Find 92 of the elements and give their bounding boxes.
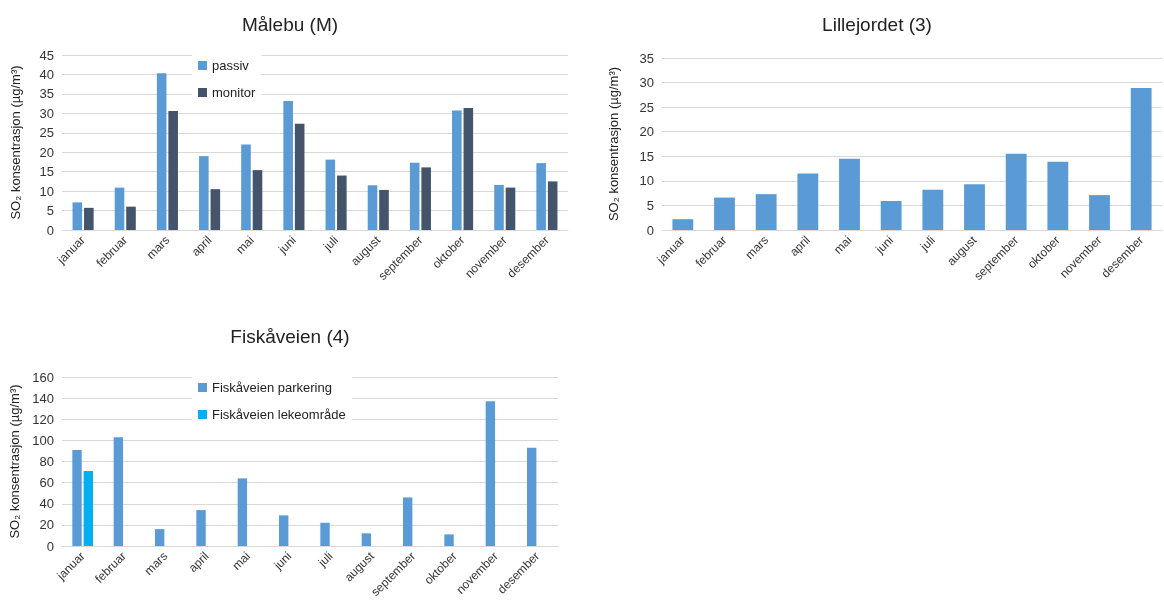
y-tick-label: 35 <box>39 86 54 102</box>
x-tick-label: juli <box>916 233 938 255</box>
bar <box>84 207 94 230</box>
y-tick-label: 30 <box>639 75 654 91</box>
y-tick-label: 35 <box>639 50 654 66</box>
legend-label: Fiskåveien lekeområde <box>212 407 346 422</box>
y-tick-label: 120 <box>32 411 54 427</box>
bar <box>1130 87 1152 230</box>
bar <box>325 159 336 230</box>
bar <box>72 449 82 546</box>
bar <box>237 478 248 546</box>
y-tick-label: 100 <box>32 432 54 448</box>
bar <box>403 497 413 546</box>
y-axis-title: SO₂ konsentrasjon (µg/m³) <box>8 65 23 220</box>
bar <box>421 167 431 230</box>
y-tick-label: 0 <box>46 222 54 238</box>
bar <box>155 529 165 546</box>
bar <box>379 189 389 230</box>
y-tick-label: 10 <box>39 183 54 199</box>
bar <box>444 534 454 546</box>
y-tick-label: 20 <box>639 124 654 140</box>
y-tick-label: 0 <box>646 222 654 238</box>
bar <box>126 206 136 230</box>
x-tick-label: mai <box>233 233 257 257</box>
chart-title: Fiskåveien (4) <box>230 326 350 347</box>
bar <box>922 189 944 230</box>
bar <box>409 162 420 230</box>
bar <box>1089 195 1110 230</box>
y-tick-label: 80 <box>39 454 54 469</box>
bar <box>527 447 537 546</box>
y-axis-title: SO₂ konsentrasjon (µg/m³) <box>7 384 23 539</box>
y-tick-label: 20 <box>39 144 54 160</box>
bar <box>199 156 209 230</box>
legend-label: Fiskåveien parkering <box>212 380 332 395</box>
bar <box>880 201 902 230</box>
legend-label: monitor <box>212 85 257 100</box>
y-tick-label: 15 <box>639 148 654 164</box>
bar <box>320 522 330 546</box>
y-tick-label: 60 <box>39 475 54 491</box>
bar <box>367 185 378 230</box>
legend-label: passiv <box>212 58 250 73</box>
bar <box>1005 153 1027 230</box>
y-tick-label: 0 <box>46 538 54 554</box>
y-tick-label: 5 <box>46 203 54 219</box>
bar <box>337 175 347 230</box>
x-tick-label: juli <box>314 549 336 571</box>
y-tick-label: 40 <box>39 496 54 512</box>
bar <box>452 110 462 230</box>
y-tick-label: 20 <box>39 517 54 533</box>
y-tick-label: 5 <box>646 197 654 213</box>
y-tick-label: 160 <box>32 369 54 385</box>
bar <box>72 202 83 230</box>
bar <box>361 533 372 546</box>
bar <box>964 184 985 230</box>
y-tick-label: 10 <box>639 173 654 189</box>
y-tick-label: 25 <box>639 99 654 115</box>
bar <box>210 189 221 230</box>
bar <box>494 184 504 230</box>
x-tick-label: mai <box>830 233 855 257</box>
chart-title: Målebu (M) <box>241 14 339 35</box>
bar <box>196 510 206 546</box>
bar <box>536 163 546 230</box>
bar <box>241 144 251 230</box>
bar <box>797 173 819 230</box>
y-tick-label: 30 <box>39 105 54 121</box>
x-tick-label: mai <box>229 549 253 573</box>
bar <box>672 219 694 230</box>
chart-title: Lillejordet (3) <box>822 14 932 35</box>
bar <box>168 111 178 230</box>
y-tick-label: 40 <box>39 66 54 82</box>
bar <box>252 170 263 230</box>
bar <box>279 515 289 546</box>
bar <box>485 401 496 546</box>
bar <box>755 194 777 230</box>
x-tick-label: juli <box>320 233 342 255</box>
bar <box>156 73 167 230</box>
y-tick-label: 15 <box>39 164 54 180</box>
bar <box>114 187 125 230</box>
bar <box>1047 161 1069 230</box>
bar <box>294 123 305 230</box>
y-tick-label: 140 <box>32 390 54 406</box>
bar <box>547 181 558 230</box>
bar <box>83 471 93 546</box>
bar <box>113 437 124 546</box>
y-tick-label: 25 <box>39 125 54 141</box>
bar <box>714 197 735 230</box>
bar <box>463 107 474 230</box>
bar <box>839 158 860 230</box>
bar <box>283 100 293 230</box>
y-axis-title: SO₂ konsentrasjon (µg/m³) <box>606 66 621 222</box>
y-tick-label: 45 <box>39 47 54 63</box>
bar <box>505 187 516 230</box>
